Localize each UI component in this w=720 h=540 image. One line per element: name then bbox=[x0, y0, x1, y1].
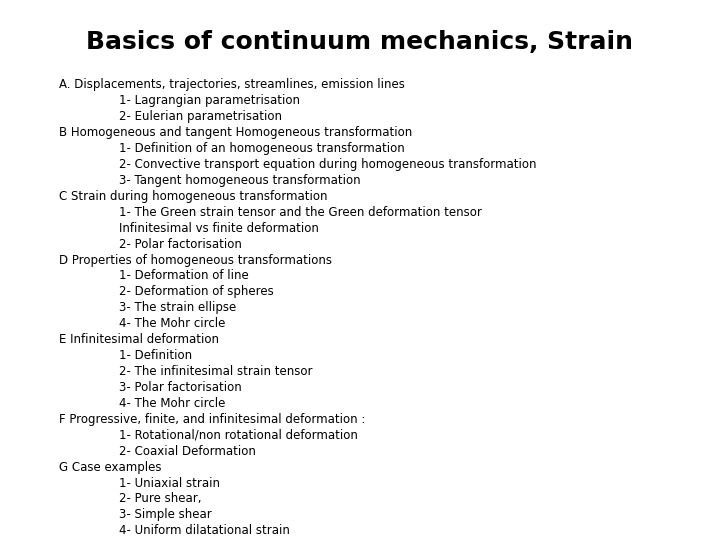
Text: 2- Deformation of spheres: 2- Deformation of spheres bbox=[119, 285, 274, 299]
Text: 3- The strain ellipse: 3- The strain ellipse bbox=[119, 301, 236, 314]
Text: 2- Coaxial Deformation: 2- Coaxial Deformation bbox=[119, 444, 256, 458]
Text: 1- The Green strain tensor and the Green deformation tensor: 1- The Green strain tensor and the Green… bbox=[119, 206, 482, 219]
Text: 2- Pure shear,: 2- Pure shear, bbox=[119, 492, 202, 505]
Text: 1- Definition: 1- Definition bbox=[119, 349, 192, 362]
Text: 3- Simple shear: 3- Simple shear bbox=[119, 508, 212, 522]
Text: 1- Lagrangian parametrisation: 1- Lagrangian parametrisation bbox=[119, 94, 300, 107]
Text: E Infinitesimal deformation: E Infinitesimal deformation bbox=[59, 333, 219, 346]
Text: 4- Uniform dilatational strain: 4- Uniform dilatational strain bbox=[119, 524, 289, 537]
Text: 4- The Mohr circle: 4- The Mohr circle bbox=[119, 317, 225, 330]
Text: 1- Deformation of line: 1- Deformation of line bbox=[119, 269, 248, 282]
Text: Infinitesimal vs finite deformation: Infinitesimal vs finite deformation bbox=[119, 221, 319, 235]
Text: D Properties of homogeneous transformations: D Properties of homogeneous transformati… bbox=[59, 253, 332, 267]
Text: 1- Uniaxial strain: 1- Uniaxial strain bbox=[119, 476, 220, 490]
Text: A. Displacements, trajectories, streamlines, emission lines: A. Displacements, trajectories, streamli… bbox=[59, 78, 405, 91]
Text: G Case examples: G Case examples bbox=[59, 461, 161, 474]
Text: 1- Definition of an homogeneous transformation: 1- Definition of an homogeneous transfor… bbox=[119, 142, 405, 155]
Text: Basics of continuum mechanics, Strain: Basics of continuum mechanics, Strain bbox=[86, 30, 634, 53]
Text: 3- Tangent homogeneous transformation: 3- Tangent homogeneous transformation bbox=[119, 174, 361, 187]
Text: 3- Polar factorisation: 3- Polar factorisation bbox=[119, 381, 241, 394]
Text: C Strain during homogeneous transformation: C Strain during homogeneous transformati… bbox=[59, 190, 328, 203]
Text: 2- Convective transport equation during homogeneous transformation: 2- Convective transport equation during … bbox=[119, 158, 536, 171]
Text: 2- The infinitesimal strain tensor: 2- The infinitesimal strain tensor bbox=[119, 365, 312, 378]
Text: 4- The Mohr circle: 4- The Mohr circle bbox=[119, 397, 225, 410]
Text: 2- Polar factorisation: 2- Polar factorisation bbox=[119, 238, 242, 251]
Text: B Homogeneous and tangent Homogeneous transformation: B Homogeneous and tangent Homogeneous tr… bbox=[59, 126, 413, 139]
Text: F Progressive, finite, and infinitesimal deformation :: F Progressive, finite, and infinitesimal… bbox=[59, 413, 366, 426]
Text: 2- Eulerian parametrisation: 2- Eulerian parametrisation bbox=[119, 110, 282, 123]
Text: 1- Rotational/non rotational deformation: 1- Rotational/non rotational deformation bbox=[119, 429, 358, 442]
